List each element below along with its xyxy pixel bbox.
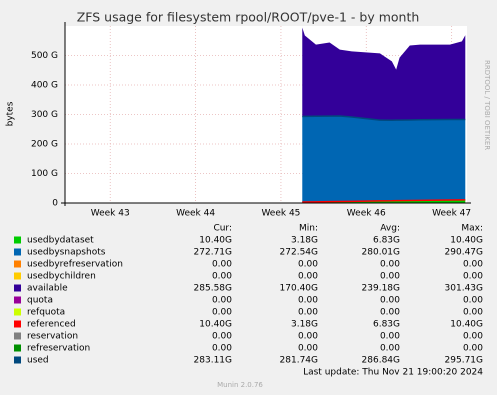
legend-stat: 239.18G — [362, 284, 400, 294]
legend-stat: 0.00 — [212, 260, 232, 270]
legend-stat: 10.40G — [450, 236, 483, 246]
legend-stat: 0.00 — [298, 272, 318, 282]
legend-stat: 0.00 — [380, 272, 400, 282]
legend-header: Cur: — [213, 224, 232, 234]
legend-stat: 0.00 — [212, 344, 232, 354]
legend-label: usedbyrefreservation — [27, 260, 123, 270]
legend-swatch — [14, 320, 21, 328]
legend-stat: 0.00 — [463, 296, 483, 306]
legend-stat: 0.00 — [212, 332, 232, 342]
legend-label: quota — [27, 296, 53, 306]
legend-header: Min: — [299, 224, 318, 234]
area — [302, 27, 466, 121]
legend-swatch — [14, 344, 21, 352]
legend-header: Avg: — [380, 224, 400, 234]
legend-stat: 0.00 — [212, 308, 232, 318]
legend-label: usedbydataset — [27, 236, 94, 246]
legend-stat: 281.74G — [280, 356, 318, 366]
line — [302, 199, 466, 203]
legend-stat: 0.00 — [463, 272, 483, 282]
legend-stat: 301.43G — [445, 284, 483, 294]
legend-stat: 10.40G — [199, 320, 232, 330]
legend-label: refquota — [27, 308, 65, 318]
legend-stat: 10.40G — [199, 236, 232, 246]
footer: Last update: Thu Nov 21 19:00:20 2024 — [303, 368, 483, 378]
x-tick-label: Week 44 — [176, 209, 215, 219]
y-tick-label: 100 G — [31, 169, 58, 179]
legend-stat: 295.71G — [445, 356, 483, 366]
legend-stat: 0.00 — [463, 308, 483, 318]
legend-swatch — [14, 236, 21, 244]
legend-label: usedbysnapshots — [27, 248, 106, 258]
legend-header: Max: — [461, 224, 483, 234]
x-tick-label: Week 47 — [432, 209, 471, 219]
legend-stat: 0.00 — [298, 296, 318, 306]
x-tick-label: Week 43 — [91, 209, 130, 219]
legend-stat: 3.18G — [291, 320, 318, 330]
legend-stat: 280.01G — [362, 248, 400, 258]
legend-label: reservation — [27, 332, 78, 342]
x-tick-label: Week 45 — [261, 209, 300, 219]
y-tick-label: 0 — [52, 199, 58, 209]
legend-stat: 10.40G — [450, 320, 483, 330]
legend-stat: 0.00 — [298, 344, 318, 354]
area — [302, 115, 466, 203]
legend-swatch — [14, 248, 21, 256]
legend-stat: 0.00 — [380, 296, 400, 306]
legend-swatch — [14, 284, 21, 292]
legend-stat: 272.54G — [280, 248, 318, 258]
chart-title: ZFS usage for filesystem rpool/ROOT/pve-… — [77, 10, 420, 25]
legend-stat: 0.00 — [298, 332, 318, 342]
legend-label: usedbychildren — [27, 272, 96, 282]
legend-swatch — [14, 356, 21, 364]
legend-stat: 170.40G — [280, 284, 318, 294]
y-tick-label: 400 G — [31, 81, 58, 91]
legend-label: referenced — [27, 320, 76, 330]
legend-swatch — [14, 260, 21, 268]
y-tick-label: 200 G — [31, 140, 58, 150]
y-axis-label: bytes — [6, 101, 16, 126]
y-tick-label: 500 G — [31, 51, 58, 61]
legend-stat: 0.00 — [463, 260, 483, 270]
side-text: RRDTOOL / TOBI OETIKER — [483, 60, 491, 150]
legend-stat: 6.83G — [373, 236, 400, 246]
legend-stat: 0.00 — [380, 260, 400, 270]
line — [302, 115, 466, 122]
legend-stat: 0.00 — [212, 272, 232, 282]
legend-stat: 3.18G — [291, 236, 318, 246]
legend-swatch — [14, 332, 21, 340]
legend-stat: 0.00 — [298, 308, 318, 318]
legend-stat: 0.00 — [298, 260, 318, 270]
x-tick-label: Week 46 — [347, 209, 386, 219]
legend-label: used — [27, 356, 49, 366]
y-tick-label: 300 G — [31, 110, 58, 120]
legend-stat: 286.84G — [362, 356, 400, 366]
legend-label: refreservation — [27, 344, 90, 354]
legend-swatch — [14, 272, 21, 280]
legend-stat: 6.83G — [373, 320, 400, 330]
legend-stat: 283.11G — [194, 356, 232, 366]
legend-swatch — [14, 296, 21, 304]
version: Munin 2.0.76 — [217, 381, 263, 389]
legend-stat: 0.00 — [380, 308, 400, 318]
legend-stat: 0.00 — [463, 332, 483, 342]
legend-label: available — [27, 284, 68, 294]
legend-stat: 290.47G — [445, 248, 483, 258]
legend-stat: 0.00 — [380, 344, 400, 354]
legend-stat: 272.71G — [194, 248, 232, 258]
legend-stat: 0.00 — [380, 332, 400, 342]
legend-stat: 285.58G — [194, 284, 232, 294]
legend-swatch — [14, 308, 21, 316]
legend-stat: 0.00 — [463, 344, 483, 354]
legend-stat: 0.00 — [212, 296, 232, 306]
